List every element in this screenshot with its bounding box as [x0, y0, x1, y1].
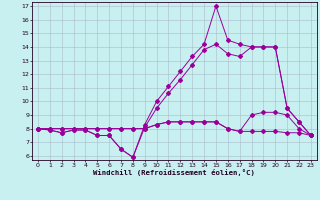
X-axis label: Windchill (Refroidissement éolien,°C): Windchill (Refroidissement éolien,°C) [93, 169, 255, 176]
